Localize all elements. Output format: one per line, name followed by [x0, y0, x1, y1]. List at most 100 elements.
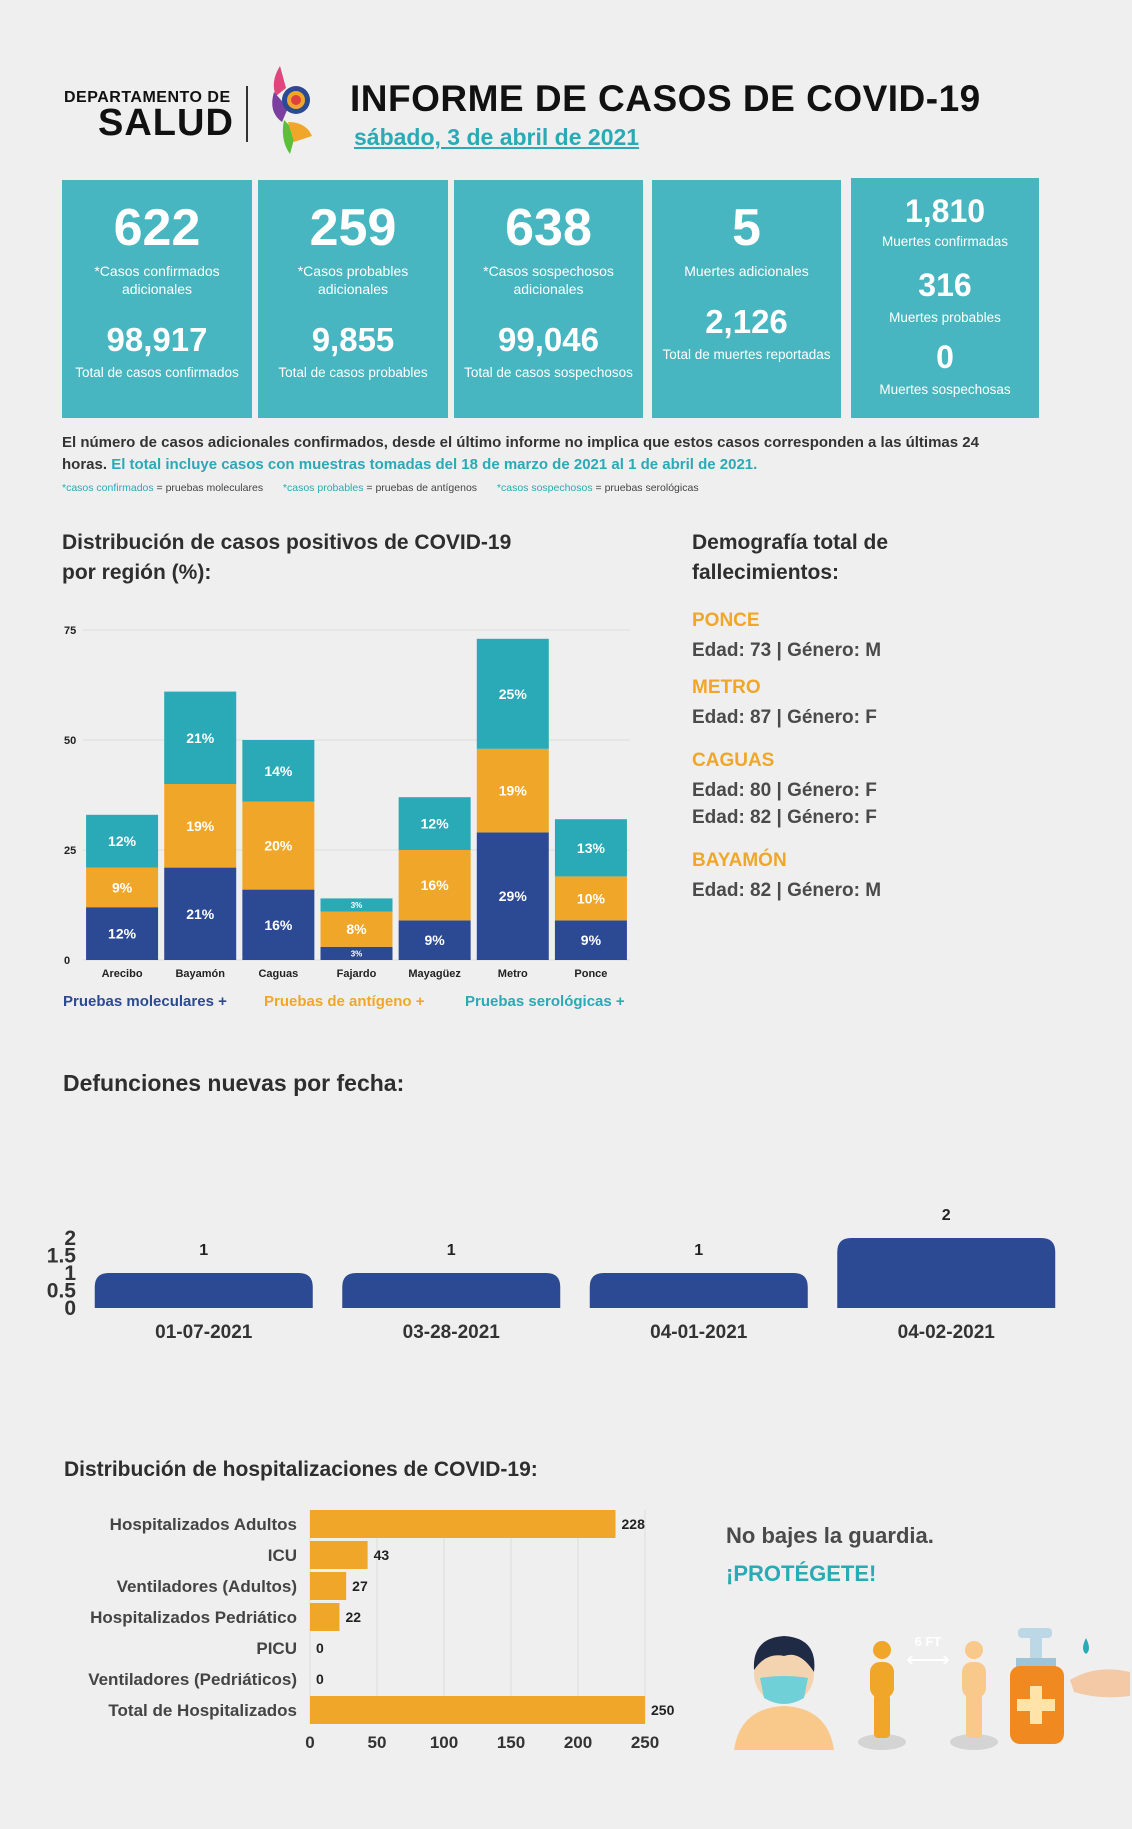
page-title: INFORME DE CASOS DE COVID-19	[350, 78, 981, 119]
card-bottom-label: Total de casos probables	[278, 365, 428, 380]
bar-value-label: 3%	[351, 949, 363, 958]
legend-molecular: Pruebas moleculares +	[63, 993, 227, 1010]
deaths-bar-chart: 00.511.52101-07-2021103-28-2021104-01-20…	[47, 1207, 1056, 1343]
death-value-label: 1	[694, 1242, 703, 1259]
bar-value-label: 9%	[425, 932, 446, 948]
x-tick-label: Arecibo	[102, 968, 143, 980]
demo-region-ponce: PONCE	[692, 610, 760, 631]
demo-region-bayamon: BAYAMÓN	[692, 850, 787, 871]
report-date: sábado, 3 de abril de 2021	[354, 124, 640, 150]
deaths-probable-label: Muertes probables	[889, 310, 1001, 325]
region-chart-title-line1: Distribución de casos positivos de COVID…	[62, 531, 512, 554]
y-tick-label: 0	[64, 1297, 76, 1320]
demography-title-line2: fallecimientos:	[692, 561, 840, 584]
bar-value-label: 16%	[421, 877, 450, 893]
hosp-value-label: 0	[316, 1671, 324, 1687]
header-divider	[246, 86, 248, 142]
bar-segment	[86, 814, 159, 868]
bar-value-label: 29%	[499, 888, 528, 904]
bar-segment	[164, 867, 237, 960]
death-bar	[94, 1273, 313, 1308]
death-value-label: 2	[942, 1207, 951, 1224]
legend-key: *casos sospechosos	[496, 482, 593, 494]
deaths-suspected-value: 0	[936, 339, 954, 375]
category-label: PICU	[256, 1639, 297, 1658]
card-top-label: *Casos probables adicionales	[297, 263, 409, 297]
demography-title-line1: Demografía total de	[692, 531, 889, 554]
category-label: Total de Hospitalizados	[108, 1701, 297, 1720]
bar-segment	[164, 691, 237, 784]
card-suspected: 638 *Casos sospechosos adicionales 99,04…	[454, 180, 643, 418]
x-tick-label: Ponce	[574, 968, 607, 980]
card-top-value: 5	[732, 199, 761, 257]
deaths-confirmed-label: Muertes confirmadas	[881, 234, 1009, 249]
bar-segment	[86, 867, 159, 908]
bar-segment	[398, 920, 471, 960]
y-tick-label: 0.5	[47, 1280, 77, 1303]
y-tick-label: 2	[64, 1227, 76, 1250]
bar-value-label: 12%	[421, 816, 450, 832]
death-bar	[342, 1273, 561, 1308]
masked-person-icon	[734, 1636, 834, 1750]
bar-value-label: 16%	[264, 917, 293, 933]
distance-label: 6 FT	[915, 1634, 942, 1649]
x-tick-label: 03-28-2021	[403, 1322, 501, 1343]
deaths-confirmed-value: 1,810	[904, 193, 986, 229]
card-bottom-value: 98,917	[106, 321, 208, 358]
card-bottom-value: 9,855	[311, 321, 395, 358]
x-tick-label: Metro	[498, 968, 528, 980]
hosp-value-label: 27	[352, 1578, 368, 1594]
note-text: El número de casos adicionales confirmad…	[62, 434, 979, 473]
legend-key: *casos confirmados	[62, 482, 154, 494]
bar-value-label: 9%	[112, 879, 133, 895]
demo-line: Edad: 73 | Género: M	[692, 640, 882, 661]
x-tick-label: Caguas	[258, 968, 298, 980]
x-tick-label: 200	[564, 1733, 592, 1752]
x-tick-label: Mayagüez	[408, 968, 461, 980]
death-value-label: 1	[447, 1242, 456, 1259]
demo-line: Edad: 82 | Género: F	[692, 807, 877, 828]
bar-segment	[320, 946, 393, 960]
bar-segment	[554, 819, 627, 877]
x-tick-label: 100	[430, 1733, 458, 1752]
note-highlight: El total incluye casos con muestras toma…	[111, 456, 758, 473]
dept-name-line1: DEPARTAMENTO DE	[64, 89, 231, 106]
bar-value-label: 9%	[581, 932, 602, 948]
hosp-chart-title: Distribución de hospitalizaciones de COV…	[64, 1458, 538, 1481]
bar-segment	[242, 801, 315, 890]
card-bottom-label: Total de casos sospechosos	[464, 365, 633, 380]
hosp-value-label: 0	[316, 1640, 324, 1656]
hosp-value-label: 228	[622, 1516, 646, 1532]
card-top-value: 259	[309, 199, 397, 257]
hosp-value-label: 43	[374, 1547, 390, 1563]
bar-value-label: 21%	[186, 906, 215, 922]
distance-people-icon: 6 FT	[858, 1634, 998, 1750]
legend-serologic: Pruebas serológicas +	[465, 993, 625, 1010]
demo-region-caguas: CAGUAS	[692, 750, 775, 771]
bar-segment	[476, 638, 549, 749]
legend-value: = pruebas serológicas	[595, 482, 699, 494]
bar-value-label: 13%	[577, 840, 606, 856]
deaths-probable-value: 316	[918, 267, 972, 303]
hosp-bar	[310, 1541, 368, 1569]
hosp-bar	[310, 1603, 340, 1631]
bar-value-label: 21%	[186, 730, 215, 746]
legend-value: = pruebas de antígenos	[366, 482, 478, 494]
bar-value-label: 20%	[264, 838, 293, 854]
bar-value-label: 12%	[108, 833, 137, 849]
deaths-chart-title: Defunciones nuevas por fecha:	[63, 1070, 405, 1096]
region-bar-chart: 0 25 50 75 12% 9% 12% Arecibo 21% 19% 21% Bayamón 16…	[64, 625, 630, 980]
legend-value: = pruebas moleculares	[156, 482, 264, 494]
demo-line: Edad: 82 | Género: M	[692, 880, 882, 901]
bar-segment	[242, 740, 315, 802]
bar-value-label: 8%	[346, 921, 367, 937]
bar-value-label: 25%	[499, 686, 528, 702]
death-bar	[837, 1238, 1056, 1308]
y-tick-label: 0	[64, 955, 70, 967]
card-top-label: *Casos sospechosos adicionales	[483, 263, 614, 297]
deaths-suspected-label: Muertes sospechosas	[879, 382, 1011, 397]
category-label: ICU	[268, 1546, 297, 1565]
bar-segment	[320, 911, 393, 947]
legend-antigen: Pruebas de antígeno +	[264, 993, 425, 1010]
bar-segment	[476, 748, 549, 833]
